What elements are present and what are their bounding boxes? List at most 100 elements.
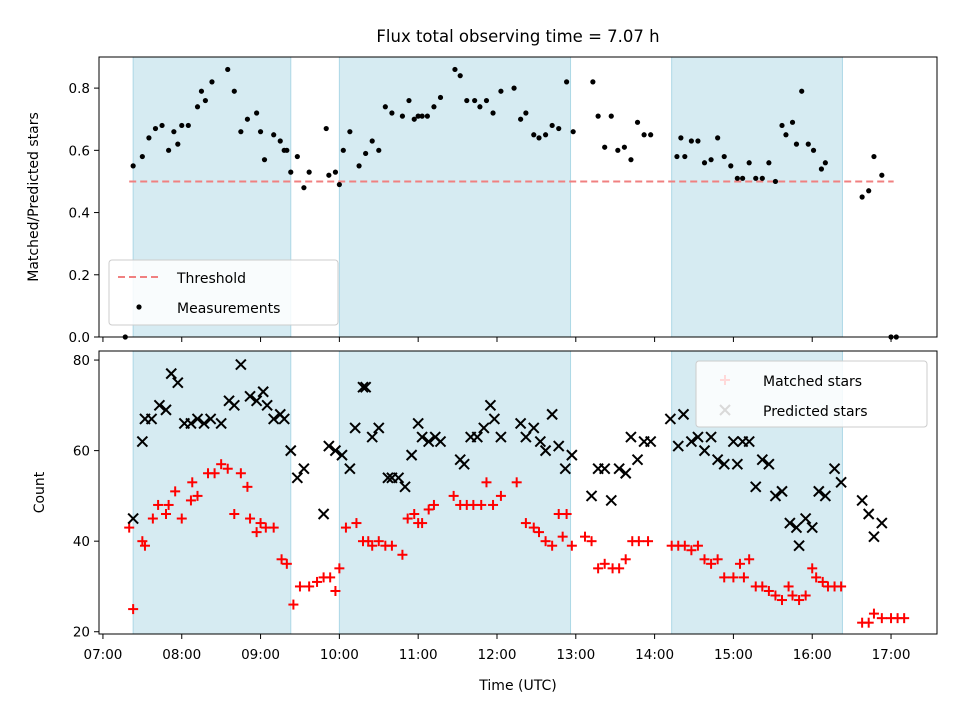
shaded-interval [338, 350, 572, 635]
shaded-interval [338, 56, 572, 338]
measurement-point [688, 138, 694, 144]
measurement-point [490, 110, 496, 116]
predicted-star-point [813, 485, 825, 498]
measurement-point [682, 153, 688, 160]
matched-star-point [633, 536, 644, 547]
measurement-point [356, 163, 362, 169]
matched-star-point [728, 572, 739, 583]
matched-star-point [868, 608, 879, 619]
predicted-star-point [553, 440, 565, 452]
predicted-star-point [204, 413, 217, 425]
legend-bottom: Matched stars Predicted stars [695, 360, 928, 428]
matched-star-point [579, 531, 590, 542]
matched-star-point [128, 604, 139, 615]
matched-star-point [620, 554, 631, 565]
matched-star-point [794, 595, 805, 606]
measurement-point [225, 66, 231, 73]
matched-star-point [706, 558, 717, 569]
matched-star-point [511, 477, 522, 488]
measurement-point [452, 66, 458, 73]
measurement-point [746, 160, 752, 166]
matched-star-point [686, 545, 697, 556]
measurement-point [518, 116, 524, 122]
predicted-star-point [763, 458, 775, 470]
predicted-star-point [228, 399, 240, 412]
bottom-plot-frame [98, 350, 938, 635]
y-tick-label: 0.0 [69, 330, 90, 346]
chart-title: Flux total observing time = 7.07 h [376, 27, 659, 46]
measurement-point [277, 138, 283, 144]
matched-star-point [528, 522, 539, 533]
matched-star-point [488, 499, 499, 510]
predicted-star-point [136, 435, 149, 448]
matched-star-point [593, 563, 604, 574]
legend-measurement-swatch [136, 304, 142, 310]
predicted-star-point [685, 435, 698, 448]
matched-star-point [222, 463, 233, 474]
matched-star-point [160, 509, 171, 520]
matched-star-point [428, 499, 439, 510]
predicted-star-point [317, 508, 330, 520]
matched-star-point [448, 490, 459, 501]
measurement-point [179, 122, 185, 129]
matched-star-point [304, 581, 315, 592]
matched-star-point [409, 509, 420, 520]
matched-star-point [476, 499, 487, 510]
predicted-star-point [776, 485, 788, 498]
predicted-star-point [705, 431, 717, 443]
predicted-star-point [672, 440, 684, 452]
matched-star-point [811, 572, 822, 583]
measurement-point [866, 188, 872, 194]
matched-star-point [495, 490, 506, 501]
measurement-point [879, 172, 885, 178]
matched-star-point [876, 613, 887, 624]
predicted-star-point [534, 435, 547, 448]
measurement-point [231, 88, 237, 94]
predicted-star-point [862, 508, 875, 520]
shaded-interval [671, 56, 843, 338]
measurement-point [146, 135, 152, 141]
measurement-point [871, 153, 877, 160]
predicted-star-point [731, 458, 744, 470]
predicted-star-point [711, 453, 724, 466]
measurement-point [799, 88, 805, 94]
x-tick-label: 08:00 [162, 647, 201, 663]
measurement-point [198, 88, 205, 94]
matched-star-point [817, 576, 828, 587]
measurement-point [332, 169, 339, 175]
predicted-star-point [215, 417, 227, 430]
measurement-point [674, 153, 680, 160]
matched-star-point [614, 563, 625, 574]
measurement-point [271, 132, 277, 138]
measurement-point [477, 104, 483, 110]
matched-star-point [187, 477, 198, 488]
measurement-point [284, 147, 290, 153]
matched-star-point [540, 536, 551, 547]
matched-star-point [163, 499, 174, 510]
measurement-point [810, 147, 817, 153]
measurement-point [701, 160, 708, 166]
measurement-point [721, 153, 727, 160]
matched-star-point [325, 572, 336, 583]
measurement-point [261, 157, 268, 163]
matched-star-point [334, 563, 345, 574]
matched-star-point [288, 599, 299, 610]
y-tick-label: 0.6 [69, 143, 90, 159]
matched-star-point [176, 513, 187, 524]
measurement-point [793, 141, 800, 147]
x-tick-label: 07:00 [83, 647, 122, 663]
matched-star-point [351, 518, 362, 529]
predicted-star-point [172, 376, 184, 389]
predicted-star-point [488, 413, 501, 425]
predicted-star-point [828, 463, 841, 475]
measurement-point [766, 160, 772, 166]
predicted-star-point [598, 463, 611, 475]
x-tick-label: 09:00 [241, 647, 280, 663]
matched-star-point [738, 572, 749, 583]
matched-star-point [268, 522, 279, 533]
matched-star-point [402, 513, 413, 524]
predicted-star-point [559, 463, 571, 475]
measurement-point [424, 113, 430, 119]
measurement-point [772, 178, 779, 185]
x-axis-label: Time (UTC) [478, 678, 556, 694]
